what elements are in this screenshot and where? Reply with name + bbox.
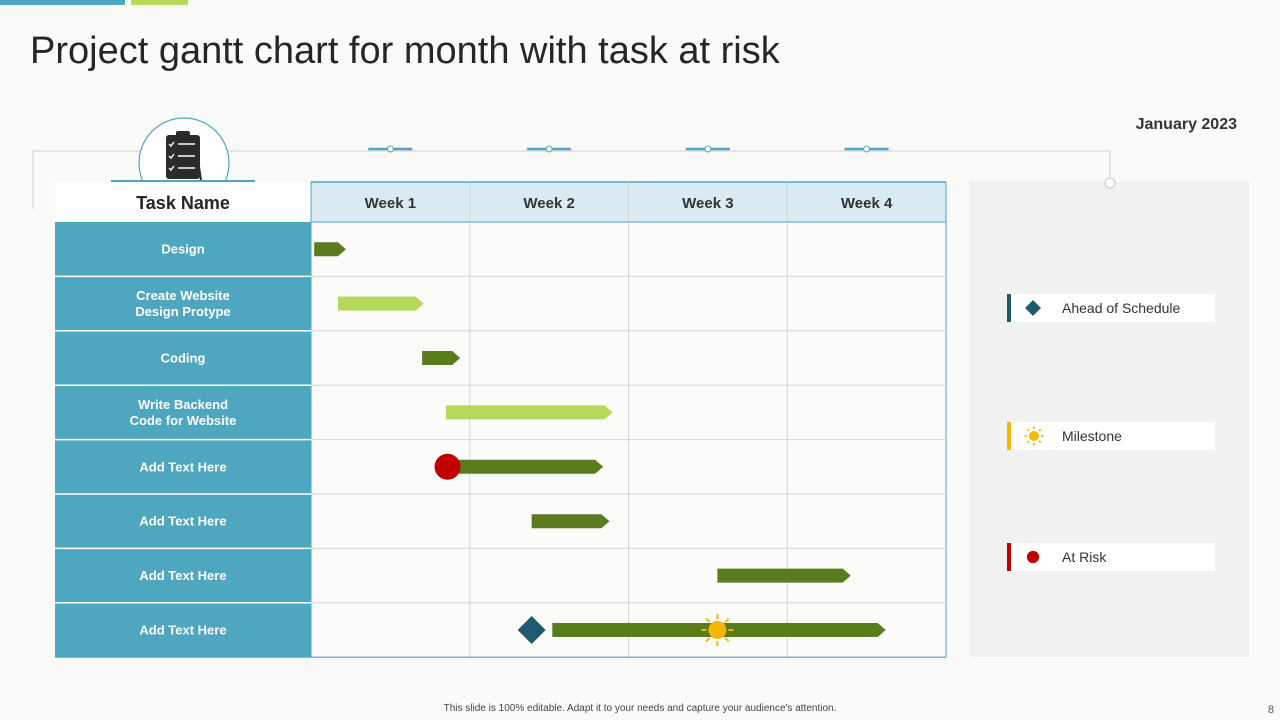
- task-label: Write Backend Code for Website: [130, 397, 237, 428]
- timeline-node: [1104, 177, 1116, 189]
- legend-milestone: Milestone: [1007, 422, 1215, 450]
- week-tick-node: [863, 145, 871, 153]
- task-label: Add Text Here: [139, 568, 226, 583]
- footer-note: This slide is 100% editable. Adapt it to…: [443, 703, 837, 714]
- task-label: Create Website Design Protype: [135, 288, 230, 319]
- diamond-icon: [1025, 300, 1041, 316]
- week-tick-node: [704, 145, 712, 153]
- sun-icon: [1024, 426, 1044, 446]
- legend-ahead: Ahead of Schedule: [1007, 294, 1215, 322]
- week-tick-node: [386, 145, 394, 153]
- legend-risk: At Risk: [1007, 543, 1215, 571]
- week-header: Week 4: [841, 195, 893, 212]
- task-label: Coding: [161, 351, 206, 366]
- timeline-connector: [32, 150, 1111, 209]
- accent-bar-green: [131, 0, 188, 5]
- milestone-marker: [701, 614, 734, 646]
- milestone-ray: [705, 637, 711, 643]
- legend-ahead-label: Ahead of Schedule: [1062, 300, 1181, 316]
- task-label: Add Text Here: [139, 459, 226, 474]
- milestone-ray: [724, 617, 730, 623]
- task-header-cell: [55, 182, 311, 222]
- milestone-ray: [724, 637, 730, 643]
- task-bar: [445, 405, 613, 420]
- week-header: Week 2: [523, 195, 574, 212]
- task-bar: [337, 296, 424, 311]
- task-bar: [447, 459, 604, 474]
- week-header: Week 1: [365, 195, 416, 212]
- accent-bar-blue: [0, 0, 125, 5]
- week-header: Week 3: [682, 195, 733, 212]
- page-number: 8: [1267, 704, 1274, 716]
- task-bar: [422, 351, 461, 365]
- ahead-marker: [517, 616, 546, 644]
- task-label: Add Text Here: [139, 623, 226, 638]
- legend-panel: [970, 182, 1249, 657]
- milestone-ray: [705, 617, 711, 623]
- task-bar: [531, 514, 610, 529]
- legend-risk-label: At Risk: [1062, 549, 1107, 565]
- milestone-core: [708, 621, 727, 639]
- task-bar: [314, 242, 346, 257]
- week-tick-node: [545, 145, 553, 153]
- month-label: January 2023: [1135, 116, 1237, 133]
- risk-marker: [434, 453, 461, 480]
- page-title: Project gantt chart for month with task …: [30, 30, 780, 72]
- task-bar: [717, 568, 851, 583]
- task-label: Design: [161, 242, 204, 257]
- task-label: Add Text Here: [139, 514, 226, 529]
- task-name-header: Task Name: [136, 193, 230, 213]
- legend-milestone-label: Milestone: [1062, 428, 1122, 444]
- circle-icon: [1026, 550, 1040, 564]
